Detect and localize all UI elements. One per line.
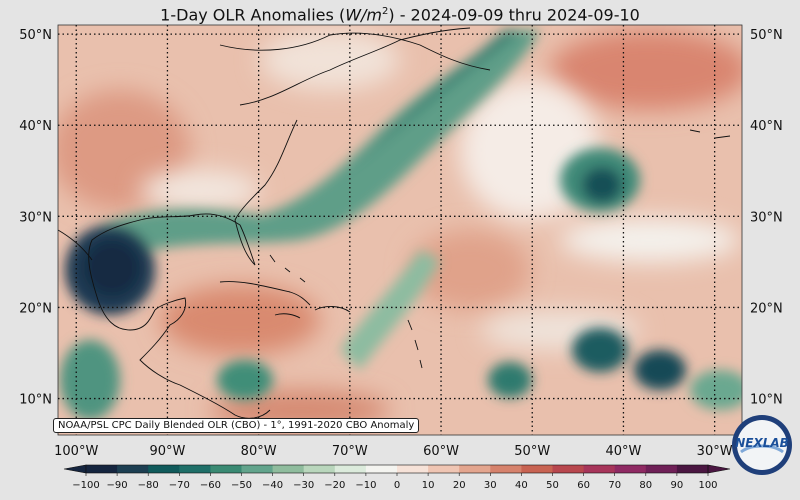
longitude-labels: 100°W 90°W 80°W 70°W 60°W 50°W 40°W 30°W — [54, 444, 733, 459]
colorbar-segment — [241, 465, 274, 473]
negative-anomalies — [60, 30, 742, 420]
colorbar-max-extend — [707, 464, 731, 474]
lat-label-right: 20°N — [750, 301, 783, 316]
colorbar-tick-label: −40 — [262, 480, 283, 491]
hispaniola — [314, 306, 351, 313]
cuba — [219, 281, 311, 306]
central-atlantic-warm — [410, 230, 530, 310]
nexlab-logo[interactable]: NEXLAB — [731, 414, 793, 476]
lon-label: 70°W — [332, 444, 368, 459]
colorbar-segment — [303, 465, 336, 473]
lon-label: 40°W — [605, 444, 641, 459]
itcz-2 — [634, 350, 686, 390]
mexico-coast — [58, 229, 93, 261]
colorbar-segment — [645, 465, 678, 473]
colorbar-tick-label: 90 — [671, 480, 684, 491]
colorbar-segment — [614, 465, 647, 473]
map-frame — [57, 24, 743, 436]
colorbar-tick-label: −70 — [169, 480, 190, 491]
colorbar-segment — [365, 465, 398, 473]
lat-label-left: 50°N — [19, 28, 52, 43]
lon-label: 100°W — [54, 444, 98, 459]
map-title: 1-Day OLR Anomalies (W/m2) - 2024-09-09 … — [160, 5, 640, 25]
mid-atlantic-low — [582, 167, 622, 203]
lat-label-right: 50°N — [750, 28, 783, 43]
map-field — [58, 25, 742, 435]
central-america-coast — [139, 297, 271, 419]
lat-label-right: 30°N — [750, 210, 783, 225]
lon-label: 90°W — [149, 444, 185, 459]
graticule — [58, 25, 742, 435]
colorbar-segment — [459, 465, 491, 473]
colorbar-tick-label: −30 — [293, 480, 314, 491]
colorbar — [63, 464, 731, 474]
lon-label: 50°W — [514, 444, 550, 459]
colorbar-tick-label: 60 — [577, 480, 590, 491]
lat-label-right: 10°N — [750, 393, 783, 408]
lat-label-left: 10°N — [19, 393, 52, 408]
coastlines — [58, 27, 731, 419]
colorbar-tick-label: 50 — [546, 480, 559, 491]
colorbar-tick-label: −60 — [200, 480, 221, 491]
logo-text: NEXLAB — [735, 436, 789, 450]
ne-coast — [239, 27, 471, 106]
lon-label: 30°W — [697, 444, 733, 459]
canada-coast — [219, 32, 491, 71]
ne-atlantic-warm — [550, 30, 742, 110]
lat-label-left: 20°N — [19, 301, 52, 316]
lon-label: 60°W — [423, 444, 459, 459]
colorbar-tick-label: 30 — [484, 480, 497, 491]
colorbar-segment — [148, 465, 180, 473]
itcz-1 — [572, 328, 628, 372]
lat-label-left: 40°N — [19, 119, 52, 134]
colorbar-tick-label: −100 — [72, 480, 99, 491]
colorbar-segment — [397, 465, 429, 473]
colorbar-segment — [428, 465, 460, 473]
colorbar-tick-label: 70 — [608, 480, 621, 491]
colorbar-segment — [210, 465, 242, 473]
caribbean-warm — [160, 285, 320, 355]
colorbar-tick-label: 100 — [698, 480, 717, 491]
bahamas — [269, 254, 306, 283]
jamaica — [274, 313, 301, 319]
itcz-3 — [488, 362, 532, 398]
colorbar-segment — [272, 465, 305, 473]
colorbar-tick-label: −20 — [324, 480, 345, 491]
colorbar-tick-labels: −100 −90 −80 −70 −60 −50 −40 −30 −20 −10 0 10 20 30 40… — [72, 473, 718, 491]
colorbar-tick-label: 10 — [422, 480, 435, 491]
colorbar-segment — [334, 465, 367, 473]
colorbar-segment — [490, 465, 522, 473]
colorbar-tick-label: −90 — [107, 480, 128, 491]
coastal-band — [90, 30, 540, 250]
data-source-credit: NOAA/PSL CPC Daily Blended OLR (CBO) - 1… — [53, 418, 420, 433]
central-america — [217, 360, 273, 400]
lon-label: 80°W — [241, 444, 277, 459]
colorbar-tick-label: −10 — [355, 480, 376, 491]
colorbar-tick-label: −80 — [138, 480, 159, 491]
colorbar-segment — [676, 465, 709, 473]
colorbar-segment — [552, 465, 585, 473]
colorbar-segment — [521, 465, 553, 473]
colorbar-tick-label: 20 — [453, 480, 466, 491]
lesser-antilles — [407, 319, 423, 369]
colorbar-segment — [583, 465, 616, 473]
colorbar-segment — [117, 465, 149, 473]
colorbar-tick-label: 80 — [639, 480, 652, 491]
lat-label-left: 30°N — [19, 210, 52, 225]
colorbar-segment — [179, 465, 211, 473]
colorbar-tick-label: 0 — [394, 480, 400, 491]
colorbar-tick-label: 40 — [515, 480, 528, 491]
colorbar-tick-label: −50 — [231, 480, 252, 491]
colorbar-min-extend — [63, 464, 87, 474]
us-gulf-coast — [88, 119, 298, 331]
colorbar-segment — [86, 465, 118, 473]
azores — [689, 129, 731, 139]
lat-label-right: 40°N — [750, 119, 783, 134]
latitude-labels: 10°N 10°N 20°N 20°N 30°N 30°N 40°N 40°N 50°N 50°N — [19, 28, 783, 407]
